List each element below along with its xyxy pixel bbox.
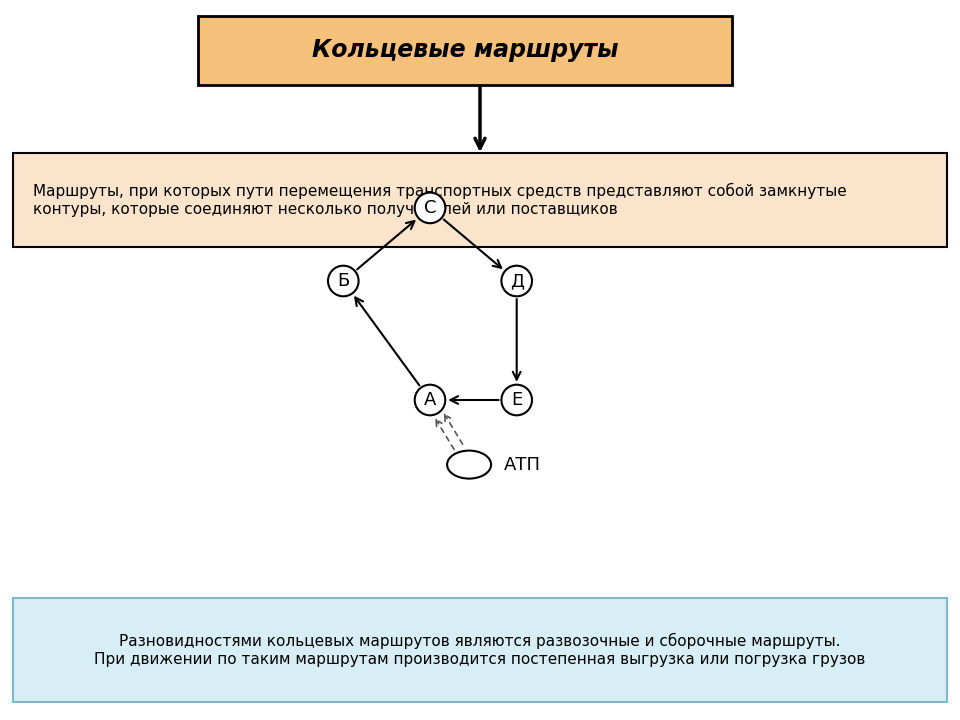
Text: С: С: [423, 199, 436, 217]
Circle shape: [501, 384, 532, 415]
Text: Разновидностями кольцевых маршрутов являются развозочные и сборочные маршруты.
П: Разновидностями кольцевых маршрутов явля…: [94, 633, 866, 667]
FancyBboxPatch shape: [13, 598, 947, 702]
Text: Д: Д: [510, 272, 524, 290]
Circle shape: [415, 192, 445, 223]
FancyBboxPatch shape: [198, 16, 732, 85]
Circle shape: [328, 266, 359, 297]
Circle shape: [415, 384, 445, 415]
Text: Кольцевые маршруты: Кольцевые маршруты: [312, 38, 618, 63]
Circle shape: [501, 266, 532, 297]
Text: АТП: АТП: [504, 456, 541, 474]
Text: Маршруты, при которых пути перемещения транспортных средств представляют собой з: Маршруты, при которых пути перемещения т…: [33, 183, 847, 217]
Text: А: А: [423, 391, 436, 409]
FancyBboxPatch shape: [13, 153, 947, 247]
Text: Е: Е: [511, 391, 522, 409]
Ellipse shape: [447, 451, 492, 479]
Text: Б: Б: [337, 272, 349, 290]
